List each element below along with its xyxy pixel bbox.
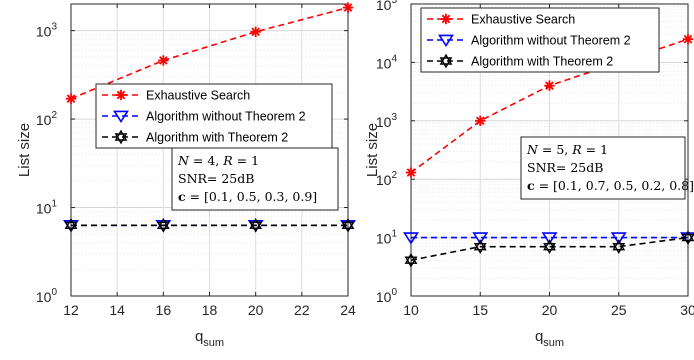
x-tick-label: 25 <box>611 302 627 318</box>
data-point <box>681 230 694 246</box>
x-tick-label: 30 <box>680 302 694 318</box>
y-tick-label: 102 <box>36 110 58 128</box>
data-point <box>543 239 556 255</box>
annotation-line: SNR= 25dB <box>178 171 254 186</box>
data-point <box>403 232 419 245</box>
x-tick-label: 18 <box>202 302 218 318</box>
data-point <box>250 26 261 37</box>
data-point <box>473 239 487 255</box>
y-tick-label: 100 <box>36 287 58 305</box>
legend-entry: Exhaustive Search <box>146 89 250 103</box>
legend-entry: Algorithm with Theorem 2 <box>471 55 613 69</box>
annotation-line: SNR= 25dB <box>527 160 603 175</box>
annotation-line: N = 4, R = 1 <box>177 153 259 168</box>
chart-panel-left: 12 14 16 18 20 22 24 100 101 102 103 qsum List size E… <box>16 2 356 349</box>
data-point <box>475 115 486 126</box>
legend-entry: Algorithm without Theorem 2 <box>471 34 631 48</box>
legend-marker <box>440 13 452 25</box>
y-tick-label: 101 <box>376 229 398 247</box>
y-tick-label: 105 <box>376 0 398 13</box>
legend: Exhaustive Search Algorithm without Theor… <box>420 7 660 73</box>
series-2 <box>404 230 694 268</box>
x-tick-label: 12 <box>63 302 79 318</box>
series-line <box>71 6 348 100</box>
chart-panel-right: 10 15 20 25 30 100 101 102 103 104 105 qsum List siz… <box>364 0 694 349</box>
x-tick-label: 20 <box>248 302 264 318</box>
legend: Exhaustive Search Algorithm without Theor… <box>95 83 333 149</box>
legend-entry: Exhaustive Search <box>471 13 575 27</box>
legend-marker <box>438 34 454 48</box>
legend-marker <box>115 89 127 101</box>
y-axis-label: List size <box>16 123 33 177</box>
series-line <box>411 236 688 261</box>
data-point <box>682 33 694 45</box>
x-tick-label: 10 <box>403 302 419 318</box>
data-point <box>610 232 627 245</box>
x-tick-label: 15 <box>472 302 488 318</box>
y-tick-label: 101 <box>36 199 58 217</box>
legend-entry: Algorithm without Theorem 2 <box>146 110 306 124</box>
legend-marker <box>114 129 128 145</box>
x-tick-label: 24 <box>340 302 356 318</box>
x-axis-label: qsum <box>535 328 564 349</box>
data-point <box>472 232 489 245</box>
legend-marker <box>439 53 453 69</box>
data-point <box>158 55 169 66</box>
y-axis-label: List size <box>364 123 381 177</box>
y-tick-label: 103 <box>376 112 398 130</box>
data-point <box>541 232 558 245</box>
data-point <box>544 80 555 91</box>
annotation-line: N = 5, R = 1 <box>526 142 608 157</box>
data-point <box>405 167 417 178</box>
x-tick-label: 14 <box>109 302 125 318</box>
x-tick-label: 22 <box>294 302 310 318</box>
y-tick-label: 100 <box>376 287 398 305</box>
legend-marker <box>113 110 129 124</box>
data-point <box>341 217 355 233</box>
series-2 <box>64 217 355 233</box>
annotation-line: c = [0.1, 0.5, 0.3, 0.9] <box>178 189 317 204</box>
annotation-line: c = [0.1, 0.7, 0.5, 0.2, 0.8] <box>527 178 694 193</box>
data-point <box>612 239 626 255</box>
data-point <box>156 217 170 233</box>
data-point <box>65 93 77 104</box>
data-point <box>404 252 418 268</box>
y-tick-label: 104 <box>376 53 398 71</box>
y-tick-label: 103 <box>36 22 58 40</box>
x-tick-label: 20 <box>542 302 558 318</box>
data-point <box>249 217 263 233</box>
data-point <box>342 2 354 13</box>
x-axis-label: qsum <box>195 328 224 349</box>
annotation-box: N = 4, R = 1 SNR= 25dB c = [0.1, 0.5, 0.3,… <box>171 147 339 211</box>
y-tick-label: 102 <box>376 170 398 188</box>
annotation-box: N = 5, R = 1 SNR= 25dB c = [0.1, 0.7, 0.5,… <box>520 136 694 200</box>
series-0 <box>65 2 354 104</box>
x-tick-label: 16 <box>156 302 172 318</box>
legend-entry: Algorithm with Theorem 2 <box>146 131 288 145</box>
data-point <box>64 217 78 233</box>
